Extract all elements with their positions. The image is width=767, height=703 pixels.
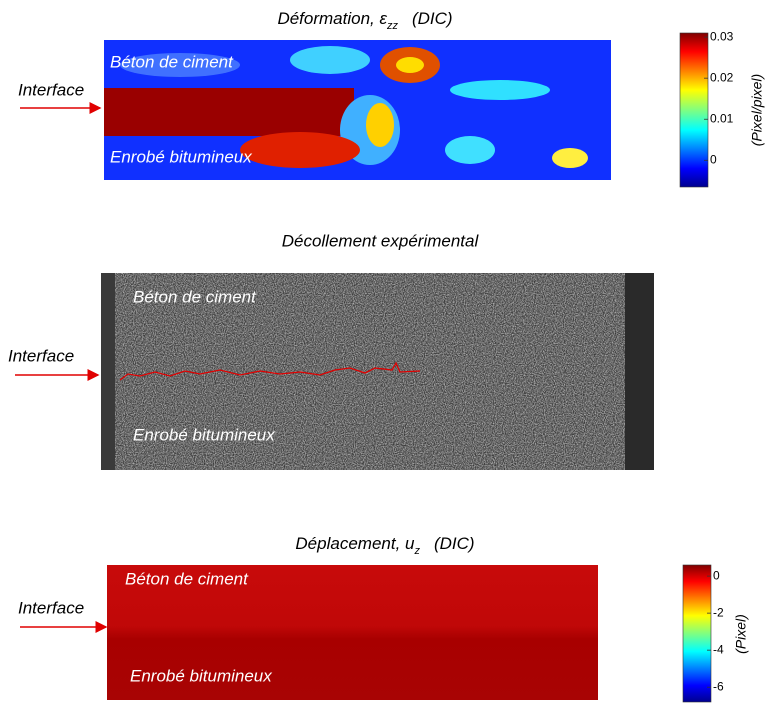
colorbar-tick-label: -6 (713, 679, 724, 693)
colorbar-tick-label: -4 (713, 642, 724, 656)
strain-map (104, 40, 611, 180)
panel-title: Déformation, εzz (DIC) (277, 9, 452, 31)
panel-title: Décollement expérimental (282, 231, 480, 250)
colorbar-label: (Pixel/pixel) (749, 74, 765, 146)
colorbar (682, 564, 712, 703)
bottom-label: Enrobé bitumineux (133, 425, 275, 444)
top-label: Béton de ciment (133, 287, 257, 306)
colorbar-tick-label: 0 (710, 152, 717, 166)
colorbar-tick-label: -2 (713, 605, 724, 619)
crack-line (119, 361, 421, 381)
colorbar-tick-label: 0.02 (710, 70, 734, 84)
colorbar-tick-label: 0.03 (710, 29, 734, 43)
top-label: Béton de ciment (125, 569, 249, 588)
colorbar-label: (Pixel) (733, 614, 749, 654)
colorbar (679, 32, 709, 188)
top-label: Béton de ciment (110, 52, 234, 71)
colorbar-tick-label: 0 (713, 568, 720, 582)
panel-title: Déplacement, uz (DIC) (295, 534, 474, 556)
colorbar-tick-label: 0.01 (710, 111, 734, 125)
bottom-label: Enrobé bitumineux (130, 666, 272, 685)
displacement-map (107, 565, 598, 700)
photo (101, 273, 654, 470)
interface-label: Interface (8, 346, 74, 365)
interface-label: Interface (18, 80, 84, 99)
bottom-label: Enrobé bitumineux (110, 147, 252, 166)
interface-label: Interface (18, 598, 84, 617)
